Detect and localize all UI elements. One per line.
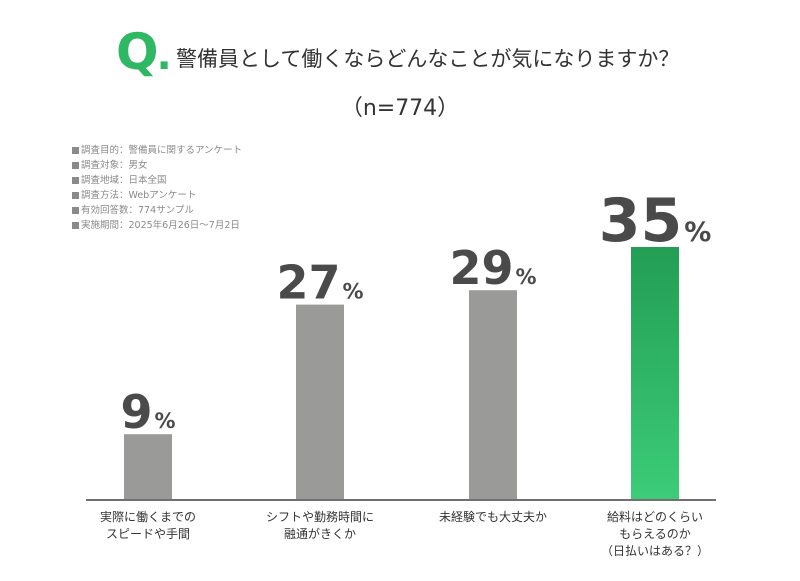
survey-meta-line: 調査対象：男女 [72,158,242,173]
question-mark-badge: Q. [116,22,172,86]
survey-meta-text: 有効回答数：774サンプル [81,205,194,216]
sample-size: （n=774） [340,96,460,121]
bar-1 [124,434,172,499]
category-label-3: 未経験でも大丈夫か [438,510,547,524]
survey-meta-text: 調査地域：日本全国 [81,175,167,186]
value-unit: % [515,265,536,289]
bar-4 [631,247,679,499]
value-label-3: 29% [449,241,536,295]
value-label-4: 35% [599,186,712,256]
survey-meta-text: 調査目的：警備員に関するアンケート [81,145,243,156]
value-number: 27 [276,256,340,310]
question-title: 警備員として働くならどんなことが気になりますか？ [176,47,680,71]
value-unit: % [154,409,175,433]
q-dot: . [156,33,172,79]
bullet-square-icon [72,177,79,184]
survey-meta-line: 調査地域：日本全国 [72,173,242,188]
bullet-square-icon [72,207,79,214]
bullet-square-icon [72,222,79,229]
survey-meta-line: 調査方法：Webアンケート [72,188,242,203]
q-letter: Q [116,23,158,81]
bullet-square-icon [72,192,79,199]
value-label-2: 27% [276,256,363,310]
value-number: 9 [120,385,152,439]
value-unit: % [684,217,711,248]
category-label-4: 給料はどのくらい もらえるのか （日払いはある？） [600,510,709,558]
category-label-2: シフトや勤務時間に 融通がきくか [265,510,374,541]
survey-meta: 調査目的：警備員に関するアンケート 調査対象：男女 調査地域：日本全国 調査方法… [72,143,242,233]
bullet-square-icon [72,162,79,169]
survey-meta-text: 調査方法：Webアンケート [81,190,197,201]
bullet-square-icon [72,147,79,154]
survey-meta-line: 調査目的：警備員に関するアンケート [72,143,242,158]
survey-meta-text: 調査対象：男女 [81,160,148,171]
value-label-1: 9% [120,385,175,439]
value-number: 29 [449,241,513,295]
survey-meta-text: 実施期間：2025年6月26日〜7月2日 [81,220,240,231]
survey-meta-line: 実施期間：2025年6月26日〜7月2日 [72,218,242,233]
bar-3 [469,290,517,499]
category-label-1: 実際に働くまでの スピードや手間 [99,510,196,541]
value-number: 35 [599,186,683,256]
value-unit: % [342,280,363,304]
survey-meta-line: 有効回答数：774サンプル [72,203,242,218]
bar-2 [296,304,344,499]
